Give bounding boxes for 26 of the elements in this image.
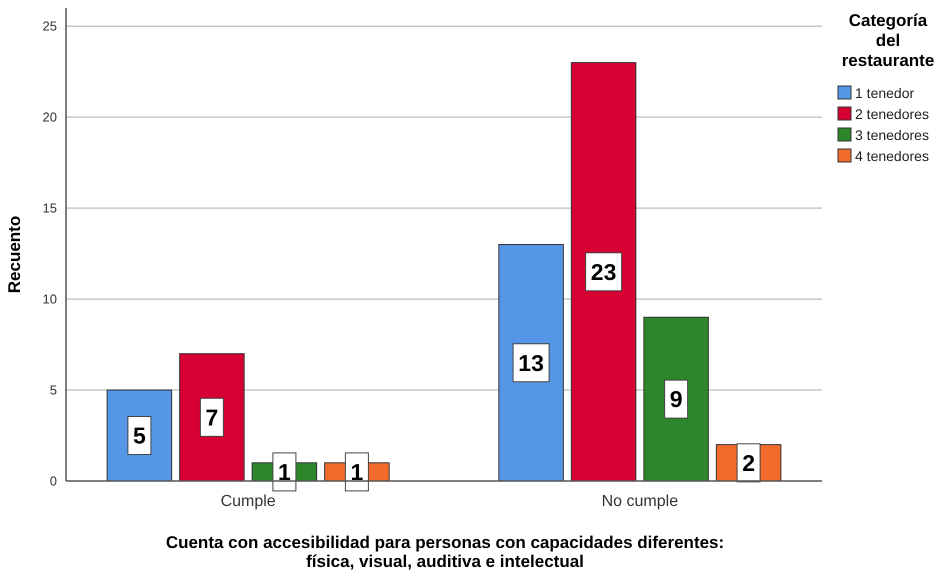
data-label: 1 xyxy=(278,458,291,485)
data-label: 7 xyxy=(205,404,218,430)
data-label: 9 xyxy=(670,386,683,412)
legend-label: 4 tenedores xyxy=(855,148,929,164)
bar xyxy=(570,62,636,482)
data-label: 2 xyxy=(742,450,756,476)
bar xyxy=(498,244,564,482)
y-tick-label: 10 xyxy=(42,292,57,307)
y-tick-label: 15 xyxy=(42,200,57,216)
legend-label: 3 tenedores xyxy=(855,127,929,143)
x-tick-label: Cumple xyxy=(220,493,276,510)
y-tick-label: 25 xyxy=(42,18,57,34)
data-label: 13 xyxy=(518,350,544,376)
x-axis-title: Cuenta con accesibilidad para personas con capacidades diferentes: física, visual, auditiva e intelectual xyxy=(166,533,724,571)
data-label: 23 xyxy=(590,258,616,285)
legend-label: 2 tenedores xyxy=(855,106,929,122)
data-label: 5 xyxy=(132,422,146,449)
legend-title: Categoría del restaurante xyxy=(842,11,934,70)
y-tick-label: 5 xyxy=(50,382,57,398)
y-tick-label: 0 xyxy=(50,474,57,488)
x-tick-label: No cumple xyxy=(602,493,678,510)
data-label: 1 xyxy=(350,458,364,485)
y-axis-title: Recuento xyxy=(5,216,24,294)
y-tick-label: 20 xyxy=(42,110,57,125)
legend-label: 1 tenedor xyxy=(855,85,914,101)
bar xyxy=(643,316,709,482)
